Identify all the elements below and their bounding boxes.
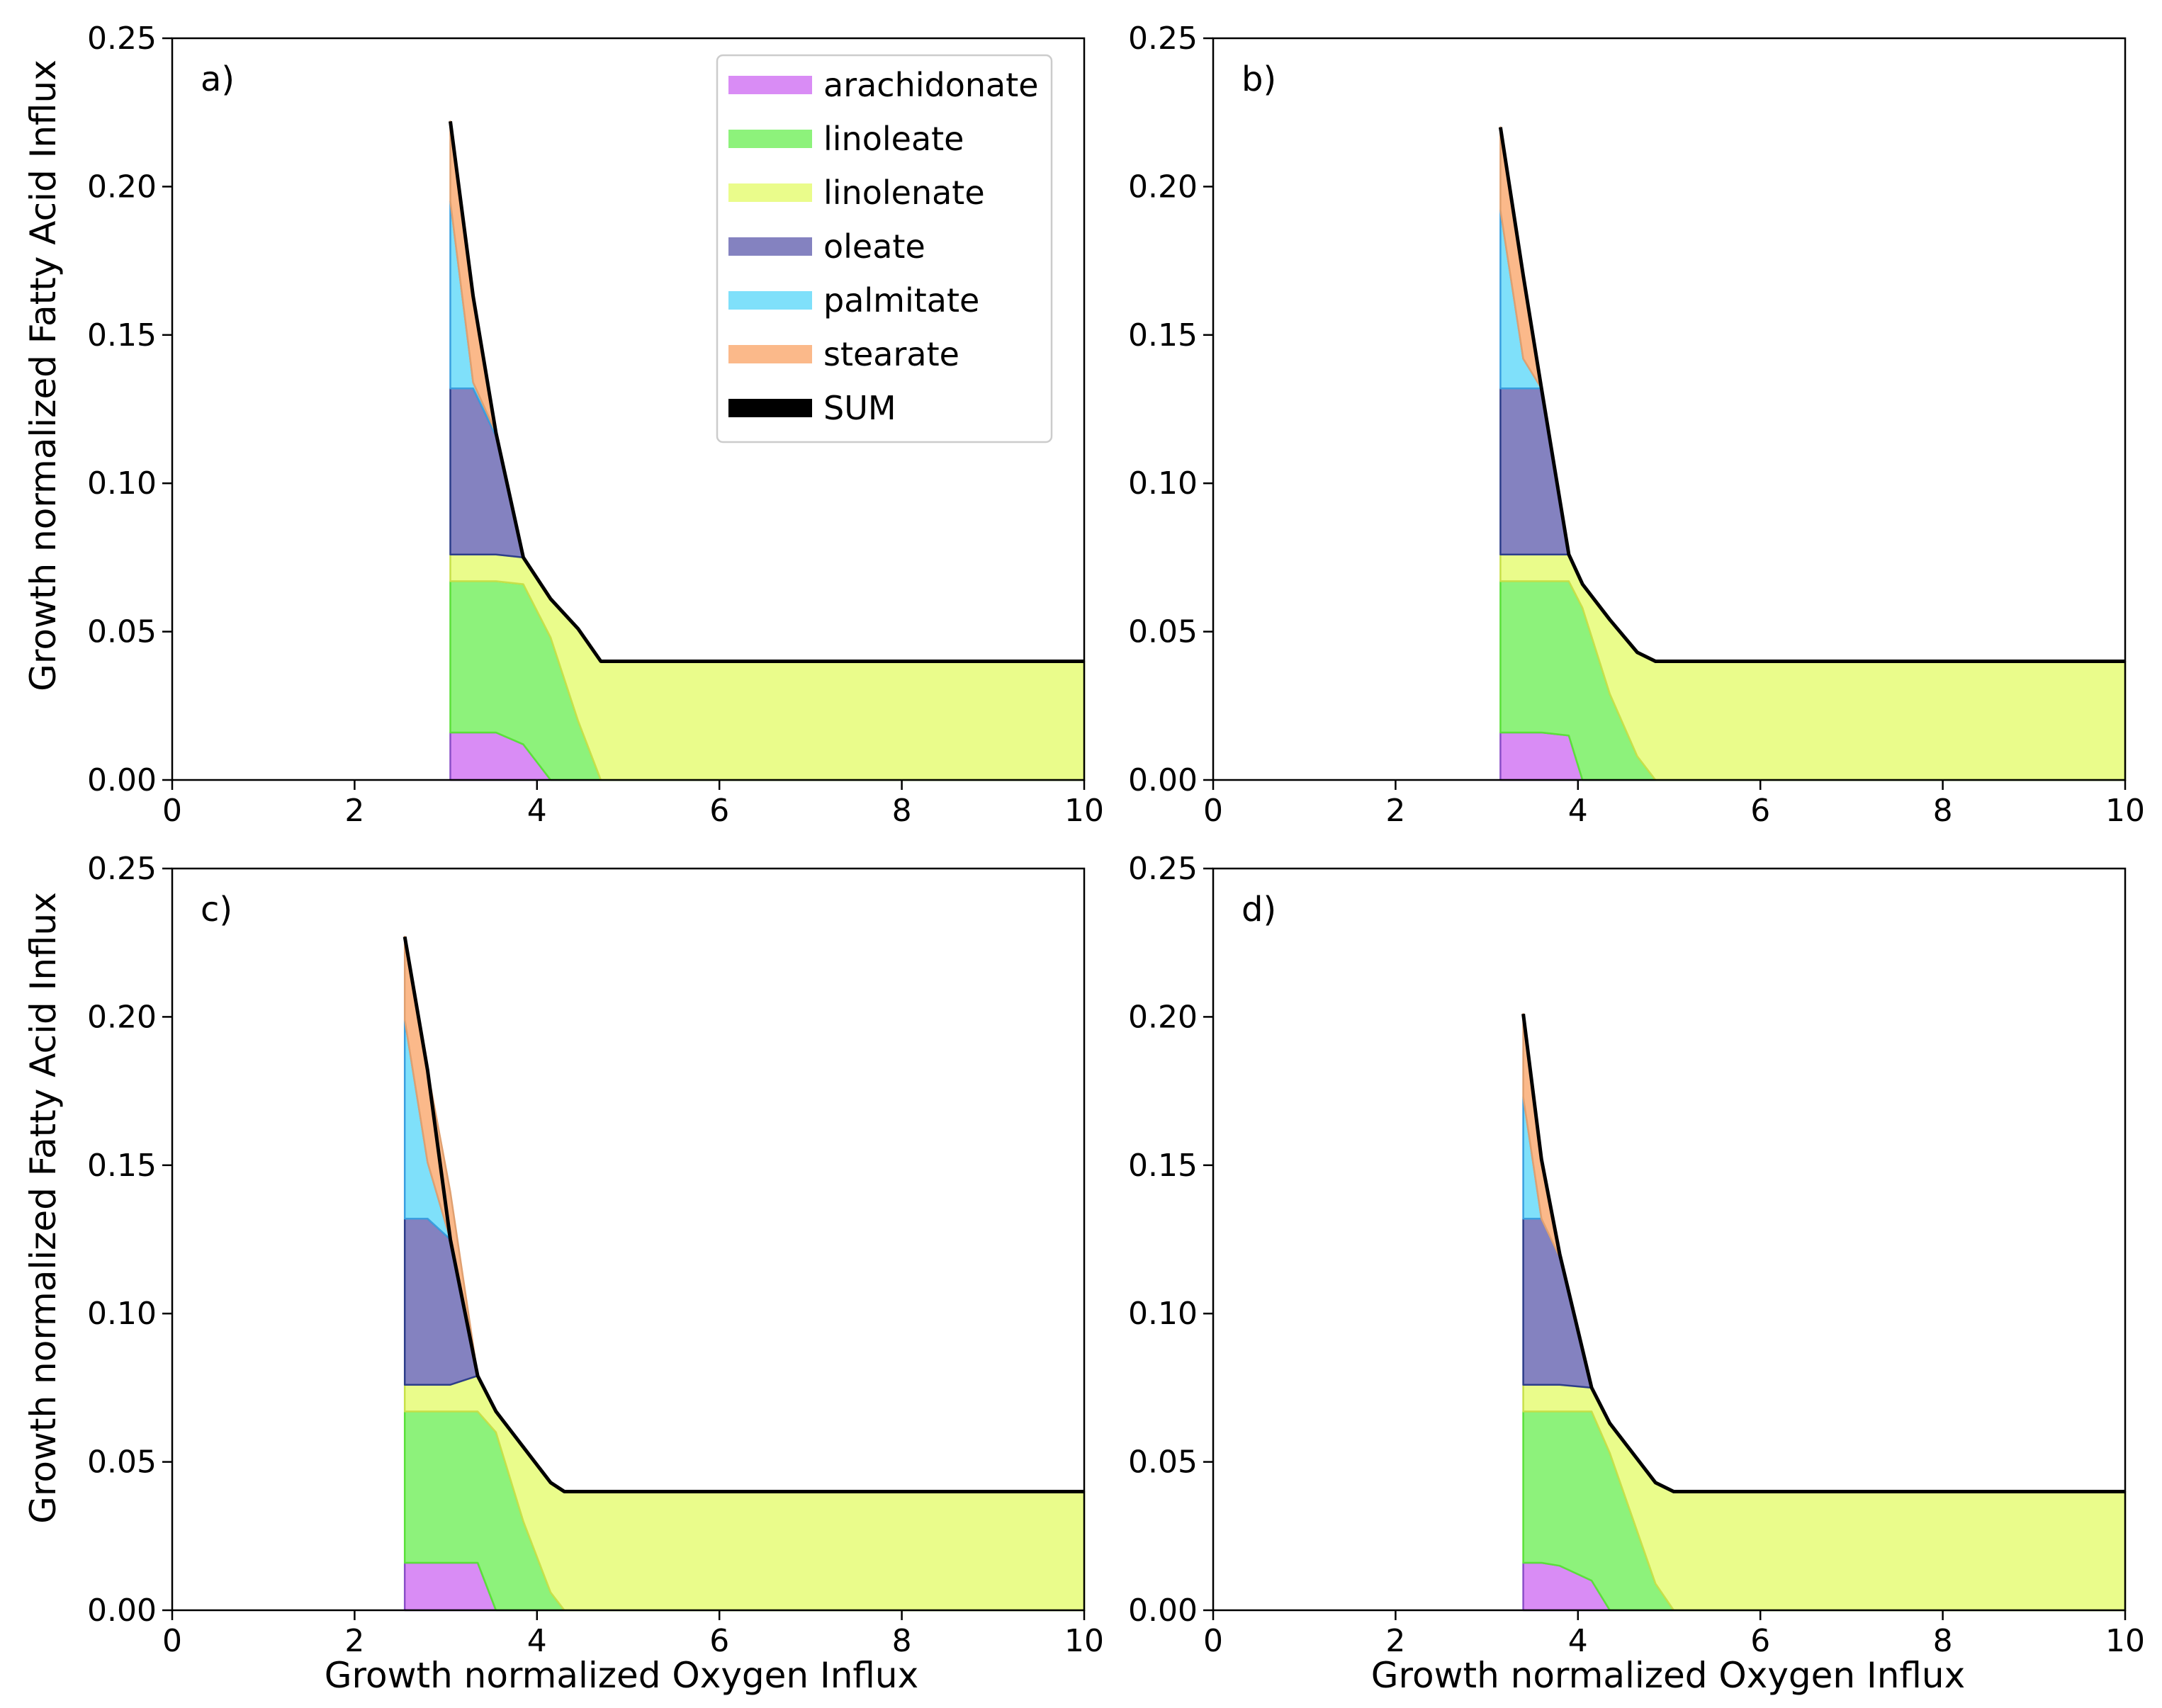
y-tick-label: 0.20: [1128, 169, 1198, 205]
y-tick-label: 0.00: [87, 762, 157, 798]
y-tick-label: 0.15: [1128, 317, 1198, 354]
x-tick-label: 6: [709, 793, 729, 829]
x-tick-label: 8: [892, 1623, 912, 1659]
x-tick-label: 0: [1203, 1623, 1223, 1659]
legend-swatch-sum: [728, 399, 812, 417]
sum-line: [449, 120, 1084, 663]
x-tick-label: 10: [1064, 793, 1104, 829]
plot-frame: [171, 37, 1086, 781]
legend: arachidonate linoleate linolenate oleate pal…: [716, 54, 1053, 443]
x-tick-label: 10: [2105, 1623, 2145, 1659]
legend-swatch-palmitate: [728, 291, 812, 310]
x-tick-label: 8: [892, 793, 912, 829]
plot-frame: [1212, 867, 2127, 1612]
legend-swatch-linoleate: [728, 130, 812, 148]
panel-label: c): [201, 890, 232, 929]
x-tick-label: 2: [344, 1623, 364, 1659]
x-tick-label: 2: [1385, 793, 1405, 829]
y-axis-title-top: Growth normalized Fatty Acid Influx: [23, 60, 64, 691]
x-tick-label: 4: [1568, 793, 1588, 829]
x-tick-label: 10: [1064, 1623, 1104, 1659]
legend-label-stearate: stearate: [823, 335, 959, 373]
panel-label: d): [1242, 890, 1276, 929]
y-tick-label: 0.05: [87, 614, 157, 650]
y-tick-label: 0.25: [87, 851, 157, 887]
x-tick-label: 2: [344, 793, 364, 829]
y-tick-label: 0.25: [1128, 21, 1198, 57]
panel-label: a): [201, 60, 235, 99]
legend-label-linolenate: linolenate: [823, 174, 985, 212]
y-tick-label: 0.05: [1128, 1444, 1198, 1481]
panel-a: 0 2 4 6 8 10 0.00 0.05 0.10 0.15 0.20 0.25 a): [87, 21, 1104, 829]
plot-frame: [1212, 37, 2127, 781]
y-tick-label: 0.05: [1128, 614, 1198, 650]
x-tick-label: 6: [1750, 1623, 1770, 1659]
y-tick-label: 0.20: [1128, 999, 1198, 1035]
y-tick-label: 0.00: [1128, 1593, 1198, 1629]
x-axis-title-left: Growth normalized Oxygen Influx: [325, 1655, 918, 1696]
x-tick-label: 6: [709, 1623, 729, 1659]
x-tick-label: 8: [1933, 793, 1953, 829]
legend-swatch-linolenate: [728, 183, 812, 202]
x-tick-label: 2: [1385, 1623, 1405, 1659]
legend-label-palmitate: palmitate: [823, 281, 979, 319]
y-tick-label: 0.10: [87, 465, 157, 502]
y-tick-label: 0.15: [87, 317, 157, 354]
x-axis-title-right: Growth normalized Oxygen Influx: [1371, 1655, 1965, 1696]
y-tick-label: 0.10: [87, 1296, 157, 1332]
y-tick-label: 0.25: [1128, 851, 1198, 887]
x-tick-label: 0: [1203, 793, 1223, 829]
panel-b: 0 2 4 6 8 10 0.00 0.05 0.10 0.15 0.20 0.25 b): [1128, 21, 2145, 829]
legend-label-linoleate: linoleate: [823, 120, 964, 158]
panel-label: b): [1242, 60, 1276, 99]
x-tick-label: 4: [527, 1623, 547, 1659]
legend-label-arachidonate: arachidonate: [823, 66, 1039, 104]
y-tick-label: 0.20: [87, 169, 157, 205]
panel-d: 0 2 4 6 8 10 0.00 0.05 0.10 0.15 0.20 0.25 d): [1128, 851, 2145, 1659]
y-tick-label: 0.00: [87, 1593, 157, 1629]
x-tick-label: 10: [2105, 793, 2145, 829]
legend-swatch-stearate: [728, 345, 812, 363]
legend-label-sum: SUM: [823, 389, 896, 427]
y-tick-label: 0.10: [1128, 1296, 1198, 1332]
legend-swatch-arachidonate: [728, 76, 812, 94]
x-tick-label: 4: [527, 793, 547, 829]
plot-frame: [171, 867, 1086, 1612]
y-tick-label: 0.05: [87, 1444, 157, 1481]
y-tick-label: 0.20: [87, 999, 157, 1035]
x-tick-label: 4: [1568, 1623, 1588, 1659]
x-tick-label: 0: [162, 1623, 182, 1659]
panel-c: 0 2 4 6 8 10 0.00 0.05 0.10 0.15 0.20 0.25 c): [87, 851, 1104, 1659]
x-tick-label: 6: [1750, 793, 1770, 829]
sum-line: [1498, 127, 2125, 663]
legend-label-oleate: oleate: [823, 227, 925, 266]
y-tick-label: 0.25: [87, 21, 157, 57]
sum-line: [402, 936, 1084, 1493]
y-tick-label: 0.00: [1128, 762, 1198, 798]
y-tick-label: 0.10: [1128, 465, 1198, 502]
y-axis-title-bottom: Growth normalized Fatty Acid Influx: [23, 892, 64, 1524]
x-tick-label: 0: [162, 793, 182, 829]
sum-line: [1521, 1013, 2125, 1493]
x-tick-label: 8: [1933, 1623, 1953, 1659]
y-tick-label: 0.15: [1128, 1148, 1198, 1184]
y-tick-label: 0.15: [87, 1148, 157, 1184]
legend-swatch-oleate: [728, 237, 812, 256]
